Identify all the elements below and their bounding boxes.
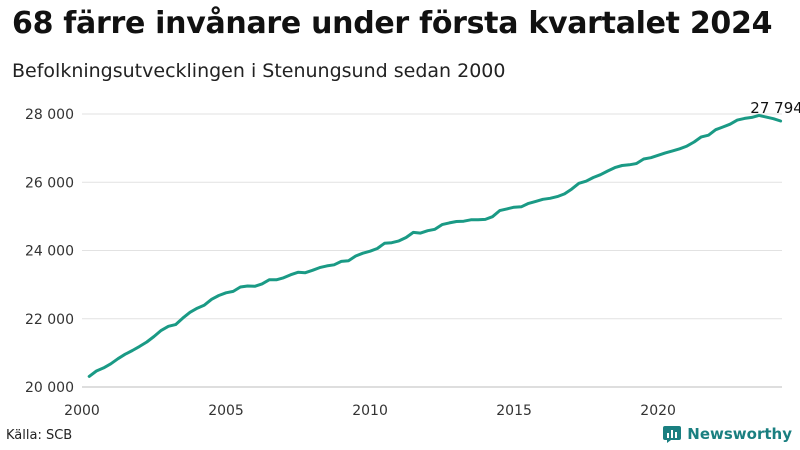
y-tick-label: 28 000 [25, 107, 74, 123]
x-tick-label: 2005 [208, 403, 244, 419]
y-tick-label: 26 000 [25, 175, 74, 191]
x-tick-label: 2000 [64, 403, 100, 419]
series-line [87, 113, 783, 378]
y-tick-label: 22 000 [25, 312, 74, 328]
brand-name: Newsworthy [687, 425, 792, 443]
chart-subtitle: Befolkningsutvecklingen i Stenungsund se… [12, 60, 506, 82]
x-tick-label: 2015 [496, 403, 532, 419]
newsworthy-logo-icon [663, 426, 682, 443]
y-tick-label: 24 000 [25, 244, 74, 260]
chart-title: 68 färre invånare under första kvartalet… [12, 6, 773, 41]
x-tick-label: 2020 [640, 403, 676, 419]
y-tick-label: 20 000 [25, 380, 74, 396]
source-note: Källa: SCB [6, 428, 73, 443]
x-tick-label: 2010 [352, 403, 388, 419]
newsworthy-brand[interactable]: Newsworthy [662, 424, 792, 444]
last-value-label: 27 794 [750, 99, 800, 117]
